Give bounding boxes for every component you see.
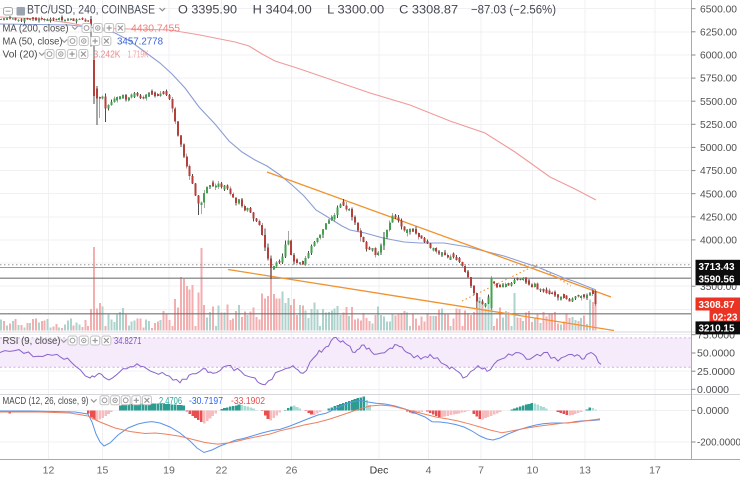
svg-text:3500.00: 3500.00 xyxy=(700,282,737,293)
svg-text:34.8271: 34.8271 xyxy=(114,336,142,347)
svg-text:MACD (12, 26, close, 9): MACD (12, 26, close, 9) xyxy=(3,396,89,407)
svg-text:5500.00: 5500.00 xyxy=(700,97,737,108)
svg-text:-30.7197: -30.7197 xyxy=(189,396,223,407)
svg-text:MA (200, close): MA (200, close) xyxy=(3,24,69,35)
svg-text:-200.0000: -200.0000 xyxy=(697,438,740,449)
svg-text:4000.00: 4000.00 xyxy=(700,236,737,247)
svg-text:4: 4 xyxy=(426,465,432,477)
svg-text:C 3308.87: C 3308.87 xyxy=(399,4,458,16)
svg-text:-33.1902: -33.1902 xyxy=(231,396,265,407)
svg-text:15: 15 xyxy=(97,465,109,477)
svg-text:BTC/USD, 240, COINBASE: BTC/USD, 240, COINBASE xyxy=(27,2,155,16)
svg-text:75.0000: 75.0000 xyxy=(697,330,735,341)
svg-text:7: 7 xyxy=(478,465,484,477)
svg-text:5750.00: 5750.00 xyxy=(700,74,737,85)
svg-text:10: 10 xyxy=(527,465,539,477)
svg-text:L 3300.00: L 3300.00 xyxy=(327,4,384,16)
svg-text:6000.00: 6000.00 xyxy=(700,51,737,62)
svg-text:0.0000: 0.0000 xyxy=(697,385,729,396)
svg-text:O 3395.90: O 3395.90 xyxy=(178,4,237,16)
svg-text:4430.7455: 4430.7455 xyxy=(131,24,180,35)
svg-text:50.0000: 50.0000 xyxy=(697,349,735,360)
svg-text:13: 13 xyxy=(579,465,591,477)
svg-text:17: 17 xyxy=(649,465,661,477)
svg-text:1.719K: 1.719K xyxy=(128,50,149,61)
svg-text:5250.00: 5250.00 xyxy=(700,120,737,131)
svg-text:−87.03 (−2.56%): −87.03 (−2.56%) xyxy=(471,4,556,16)
svg-text:0.0000: 0.0000 xyxy=(697,406,729,417)
svg-text:Dec: Dec xyxy=(370,465,389,477)
svg-text:3457.2778: 3457.2778 xyxy=(117,37,163,48)
svg-text:3713.43: 3713.43 xyxy=(699,262,735,273)
svg-text:4750.00: 4750.00 xyxy=(700,166,737,177)
svg-text:22: 22 xyxy=(216,465,228,477)
svg-text:4250.00: 4250.00 xyxy=(700,212,737,223)
svg-text:2.4706: 2.4706 xyxy=(159,396,182,407)
svg-text:25.0000: 25.0000 xyxy=(697,367,735,378)
svg-text:02:23: 02:23 xyxy=(713,313,738,324)
svg-text:3210.15: 3210.15 xyxy=(699,324,735,335)
svg-text:3590.56: 3590.56 xyxy=(699,275,735,286)
svg-text:12: 12 xyxy=(43,465,55,477)
svg-text:19: 19 xyxy=(163,465,175,477)
svg-text:26: 26 xyxy=(286,465,298,477)
svg-text:5000.00: 5000.00 xyxy=(700,143,737,154)
svg-text:3308.87: 3308.87 xyxy=(699,300,735,311)
svg-text:6250.00: 6250.00 xyxy=(700,27,737,38)
svg-text:RSI (9, close): RSI (9, close) xyxy=(3,336,61,347)
svg-text:6500.00: 6500.00 xyxy=(700,4,737,15)
svg-text:Vol (20): Vol (20) xyxy=(3,50,38,61)
svg-text:MA (50, close): MA (50, close) xyxy=(3,37,63,48)
svg-text:3.242K: 3.242K xyxy=(94,50,121,61)
svg-text:4500.00: 4500.00 xyxy=(700,189,737,200)
svg-text:H 3404.00: H 3404.00 xyxy=(253,4,312,16)
